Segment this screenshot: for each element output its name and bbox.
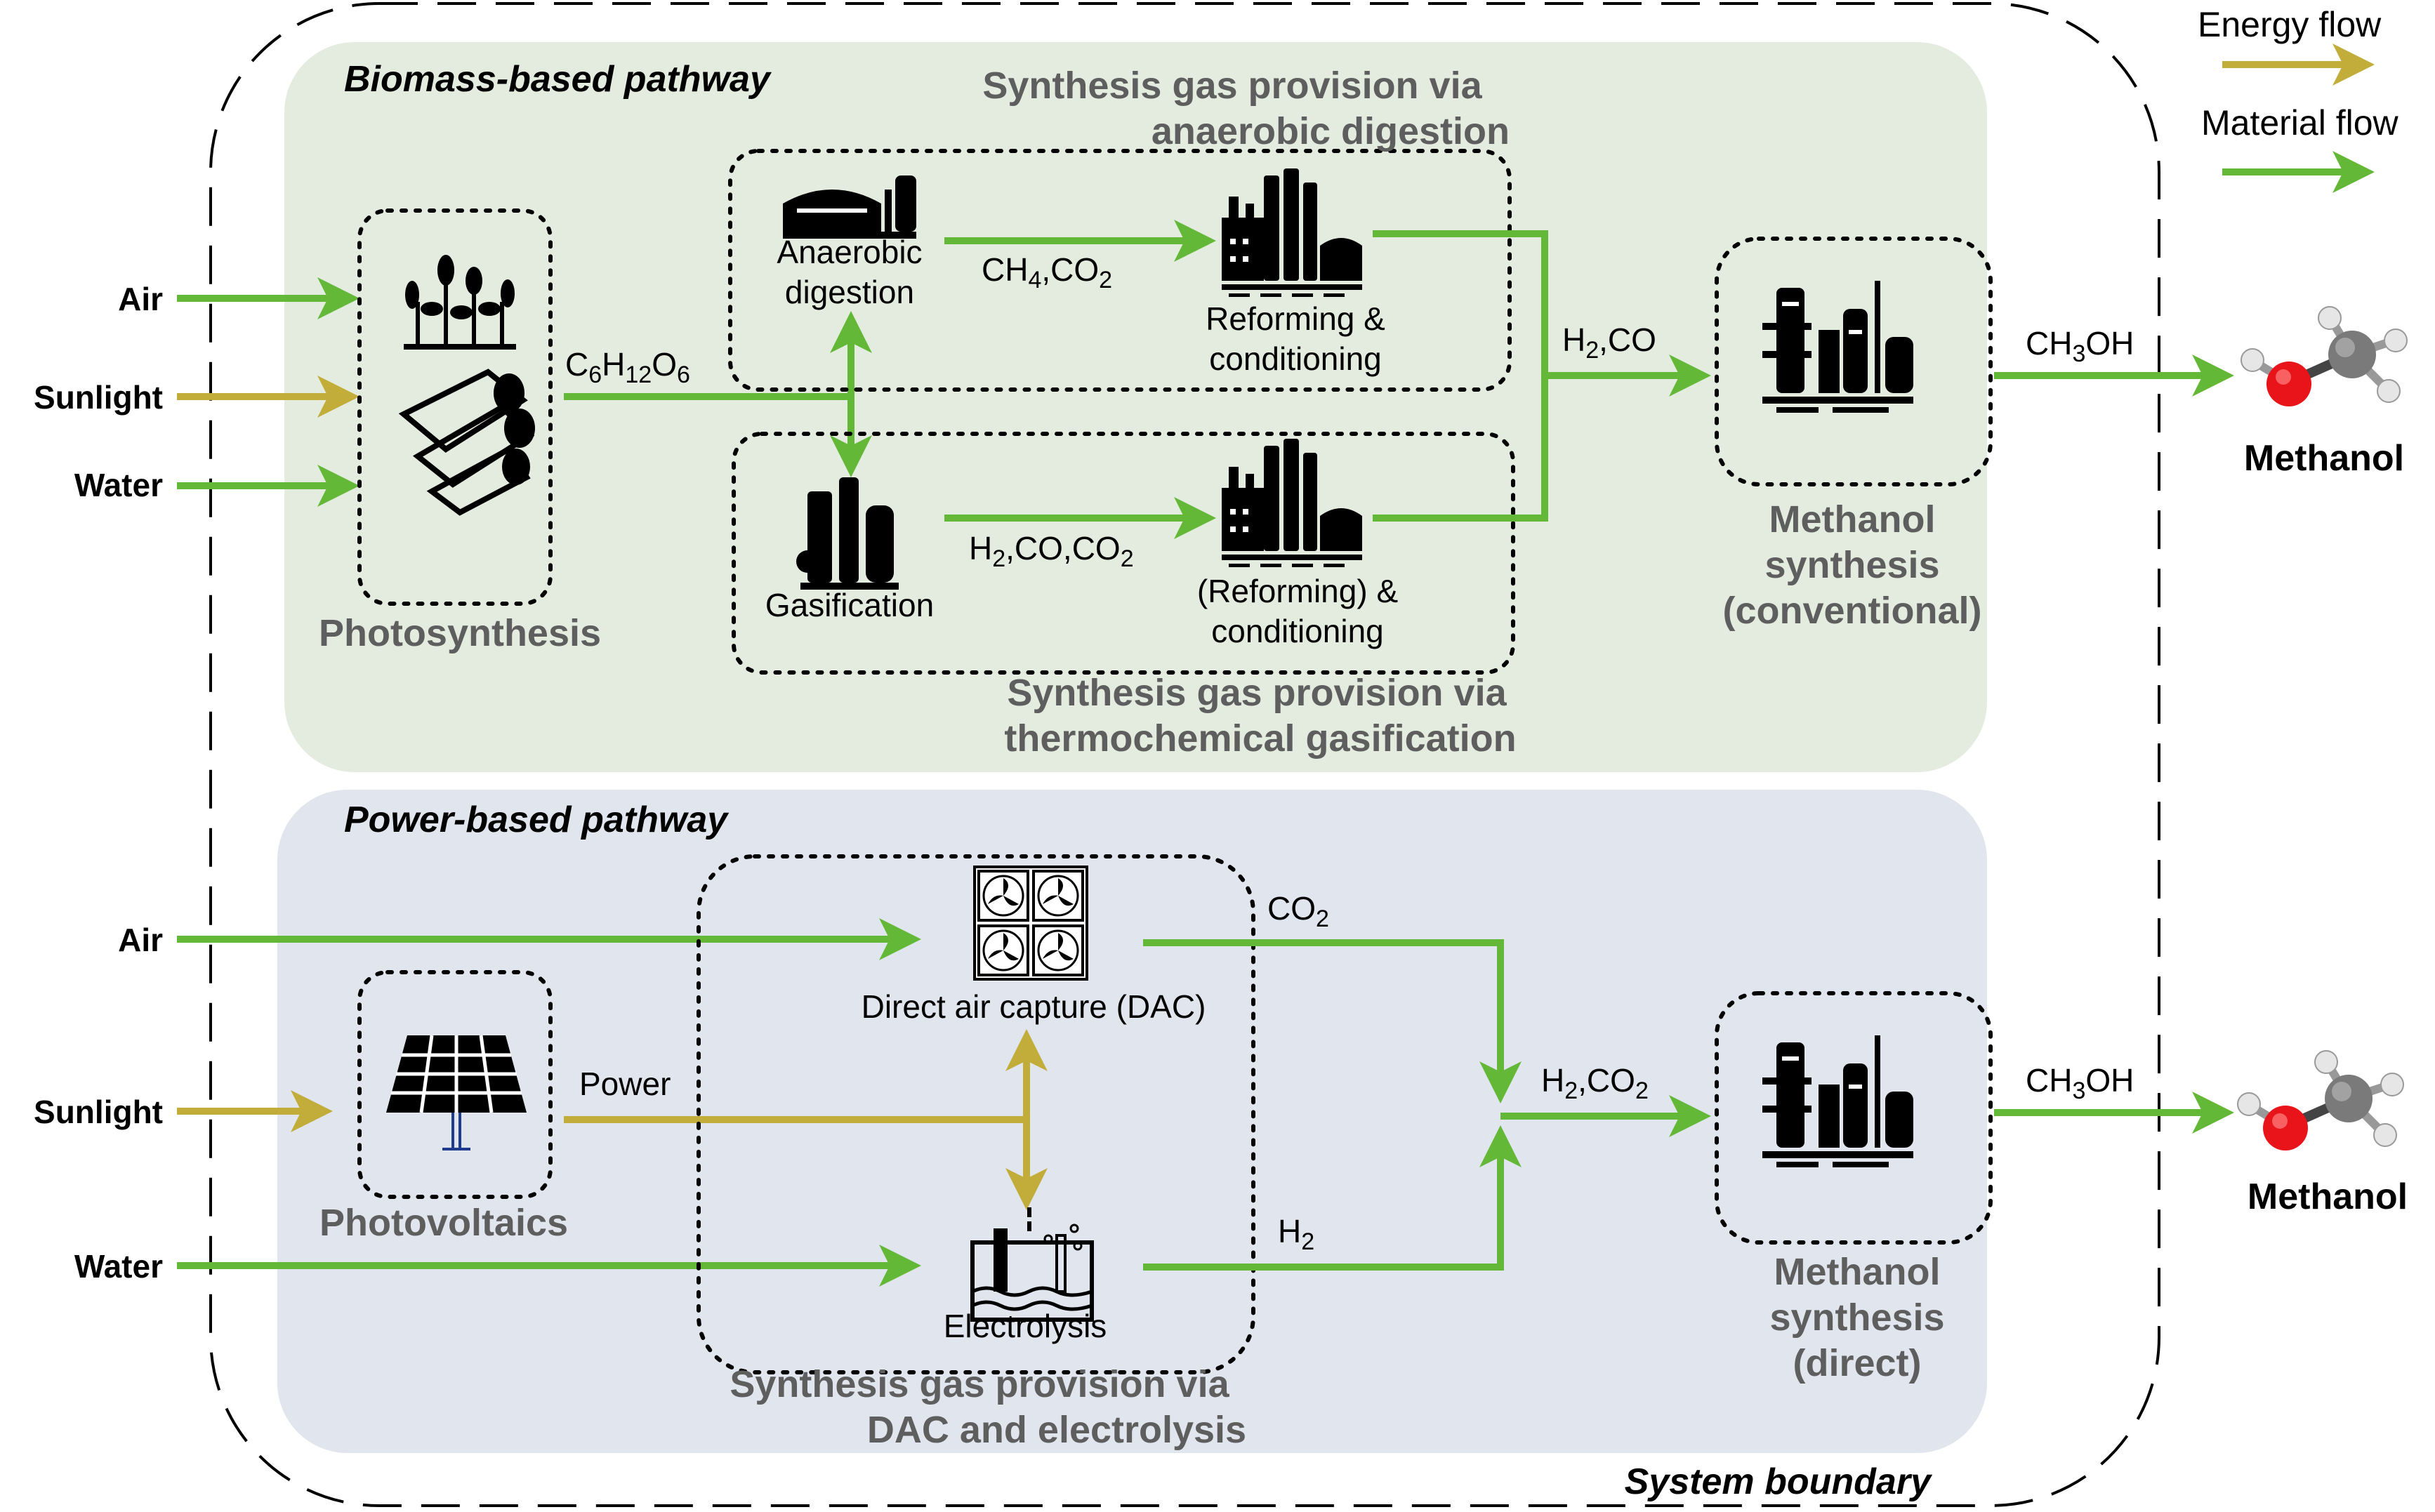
co2-flow-line xyxy=(1143,939,1522,1103)
power-pathway-panel xyxy=(277,790,1987,1453)
direct-synthesis-label-3: (direct) xyxy=(1793,1342,1921,1384)
gasification-label: Gasification xyxy=(765,587,934,623)
biomass-pathway-title: Biomass-based pathway xyxy=(344,59,772,100)
anaerobic-digestion-box xyxy=(728,149,1512,392)
photovoltaics-label: Photovoltaics xyxy=(319,1202,568,1244)
ch4-co2-label: CH4,CO2 xyxy=(982,251,1112,293)
dac-section-title-line2: DAC and electrolysis xyxy=(867,1409,1246,1451)
power-input-air: Air xyxy=(118,922,163,958)
power-pathway-title: Power-based pathway xyxy=(344,800,730,840)
gas-section-title-line2: thermochemical gasification xyxy=(1004,717,1516,760)
dac-label: Direct air capture (DAC) xyxy=(862,988,1206,1025)
legend-material-label: Material flow xyxy=(2201,103,2399,142)
solar-panel-icon xyxy=(386,1035,527,1150)
biomass-methanol-product: Methanol xyxy=(2244,438,2404,479)
dac-electrolysis-box xyxy=(697,854,1255,1374)
system-boundary-frame xyxy=(209,2,2160,1507)
power-ch3oh-label: CH3OH xyxy=(2026,1062,2134,1104)
conventional-synthesis-label-1: Methanol xyxy=(1769,498,1936,541)
system-boundary-label: System boundary xyxy=(1625,1461,1933,1502)
gasification-box xyxy=(732,432,1515,675)
conventional-synthesis-label-3: (conventional) xyxy=(1722,590,1981,632)
co2-label: CO2 xyxy=(1267,890,1329,932)
dac-fans-icon xyxy=(973,866,1088,981)
ad-section-title-line1: Synthesis gas provision via xyxy=(982,65,1482,107)
wood-logs-icon xyxy=(398,369,535,516)
reforming2-label-2: conditioning xyxy=(1211,613,1384,649)
direct-synthesis-label-2: synthesis xyxy=(1769,1297,1944,1339)
gas-section-title-line1: Synthesis gas provision via xyxy=(1007,672,1507,714)
reforming-label-1: Reforming & xyxy=(1206,300,1385,337)
h2-flow-line xyxy=(1143,1125,1522,1271)
biomass-methanol-molecule-icon xyxy=(2241,307,2407,406)
power-input-sunlight: Sunlight xyxy=(34,1094,163,1130)
reforming2-label-1: (Reforming) & xyxy=(1197,573,1398,609)
anaerobic-digestion-label-2: digestion xyxy=(785,274,914,310)
h2-co-co2-label: H2,CO,CO2 xyxy=(969,530,1134,572)
digester-icon xyxy=(783,175,916,239)
electrolysis-label: Electrolysis xyxy=(944,1308,1107,1344)
electrolysis-icon xyxy=(970,1207,1094,1322)
direct-synthesis-box xyxy=(1715,991,1993,1245)
conventional-synthesis-label-2: synthesis xyxy=(1764,544,1939,586)
biomass-input-water: Water xyxy=(74,467,163,503)
power-methanol-product: Methanol xyxy=(2248,1176,2408,1217)
biomass-ch3oh-label: CH3OH xyxy=(2026,325,2134,367)
direct-synthesis-label-1: Methanol xyxy=(1774,1251,1941,1293)
glucose-formula: C6H12O6 xyxy=(565,346,690,388)
h2-co-label: H2,CO xyxy=(1562,321,1656,364)
h2-co2-label: H2,CO2 xyxy=(1541,1062,1649,1104)
biomass-input-air: Air xyxy=(118,281,163,317)
power-label: Power xyxy=(579,1066,671,1102)
legend-energy-label: Energy flow xyxy=(2198,5,2382,44)
photosynthesis-label: Photosynthesis xyxy=(319,612,601,654)
anaerobic-digestion-label-1: Anaerobic xyxy=(777,234,922,270)
power-methanol-molecule-icon xyxy=(2238,1051,2403,1150)
biomass-pathway-panel xyxy=(284,42,1987,772)
power-input-water: Water xyxy=(74,1248,163,1285)
biomass-input-sunlight: Sunlight xyxy=(34,379,163,416)
plants-icon xyxy=(404,255,516,350)
h2-label: H2 xyxy=(1278,1213,1314,1255)
reforming-label-2: conditioning xyxy=(1209,340,1382,377)
dac-section-title-line1: Synthesis gas provision via xyxy=(730,1363,1229,1405)
ad-section-title-line2: anaerobic digestion xyxy=(1151,110,1510,152)
conventional-synthesis-box xyxy=(1715,237,1993,486)
gasifier-icon xyxy=(796,477,899,590)
